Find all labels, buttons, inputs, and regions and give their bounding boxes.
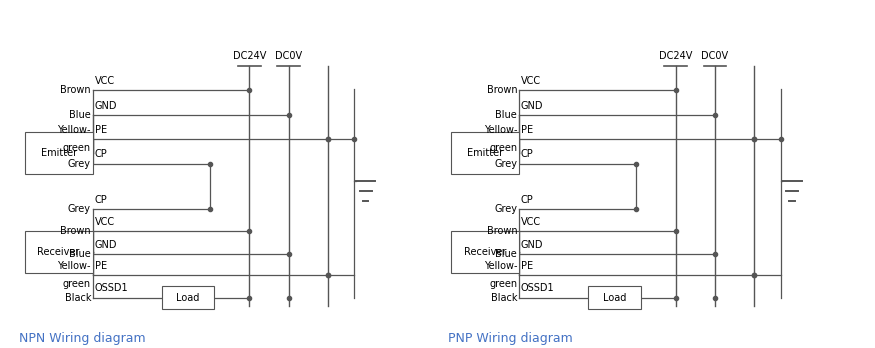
Text: VCC: VCC (94, 217, 115, 227)
Text: Black: Black (491, 293, 517, 302)
Text: Brown: Brown (60, 227, 91, 236)
Text: Load: Load (177, 293, 200, 302)
Text: Blue: Blue (69, 110, 91, 120)
Text: Brown: Brown (487, 227, 517, 236)
Text: Yellow-: Yellow- (58, 125, 91, 135)
Text: PE: PE (94, 125, 107, 135)
Text: Brown: Brown (487, 86, 517, 95)
Text: PE: PE (521, 261, 533, 271)
Text: GND: GND (521, 240, 543, 250)
Text: Blue: Blue (495, 249, 517, 259)
Text: Black: Black (65, 293, 91, 302)
Text: Grey: Grey (494, 204, 517, 214)
Text: DC24V: DC24V (233, 51, 266, 61)
Text: Grey: Grey (68, 204, 91, 214)
Text: Brown: Brown (60, 86, 91, 95)
Text: GND: GND (94, 101, 117, 111)
Text: Grey: Grey (494, 159, 517, 168)
FancyBboxPatch shape (451, 132, 519, 174)
FancyBboxPatch shape (588, 286, 640, 309)
Text: Yellow-: Yellow- (484, 125, 517, 135)
Text: VCC: VCC (94, 76, 115, 86)
Text: Blue: Blue (69, 249, 91, 259)
Text: Load: Load (603, 293, 626, 302)
Text: Yellow-: Yellow- (484, 261, 517, 271)
Text: PNP Wiring diagram: PNP Wiring diagram (448, 332, 573, 345)
Text: CP: CP (521, 149, 534, 159)
Text: GND: GND (521, 101, 543, 111)
Text: CP: CP (94, 195, 108, 205)
Text: OSSD1: OSSD1 (521, 283, 554, 293)
Text: Yellow-: Yellow- (58, 261, 91, 271)
Text: GND: GND (94, 240, 117, 250)
Text: green: green (489, 279, 517, 289)
Text: CP: CP (521, 195, 534, 205)
Text: VCC: VCC (521, 217, 541, 227)
Text: Receiver: Receiver (38, 247, 80, 257)
FancyBboxPatch shape (24, 132, 93, 174)
Text: OSSD1: OSSD1 (94, 283, 128, 293)
Text: green: green (489, 143, 517, 153)
Text: Emitter: Emitter (466, 148, 503, 158)
Text: Receiver: Receiver (464, 247, 506, 257)
Text: Emitter: Emitter (40, 148, 77, 158)
Text: VCC: VCC (521, 76, 541, 86)
Text: CP: CP (94, 149, 108, 159)
Text: Grey: Grey (68, 159, 91, 168)
Text: DC0V: DC0V (275, 51, 303, 61)
Text: green: green (63, 279, 91, 289)
Text: DC0V: DC0V (702, 51, 728, 61)
Text: PE: PE (94, 261, 107, 271)
FancyBboxPatch shape (24, 231, 93, 273)
FancyBboxPatch shape (451, 231, 519, 273)
Text: DC24V: DC24V (659, 51, 692, 61)
FancyBboxPatch shape (162, 286, 214, 309)
Text: NPN Wiring diagram: NPN Wiring diagram (19, 332, 146, 345)
Text: green: green (63, 143, 91, 153)
Text: Blue: Blue (495, 110, 517, 120)
Text: PE: PE (521, 125, 533, 135)
